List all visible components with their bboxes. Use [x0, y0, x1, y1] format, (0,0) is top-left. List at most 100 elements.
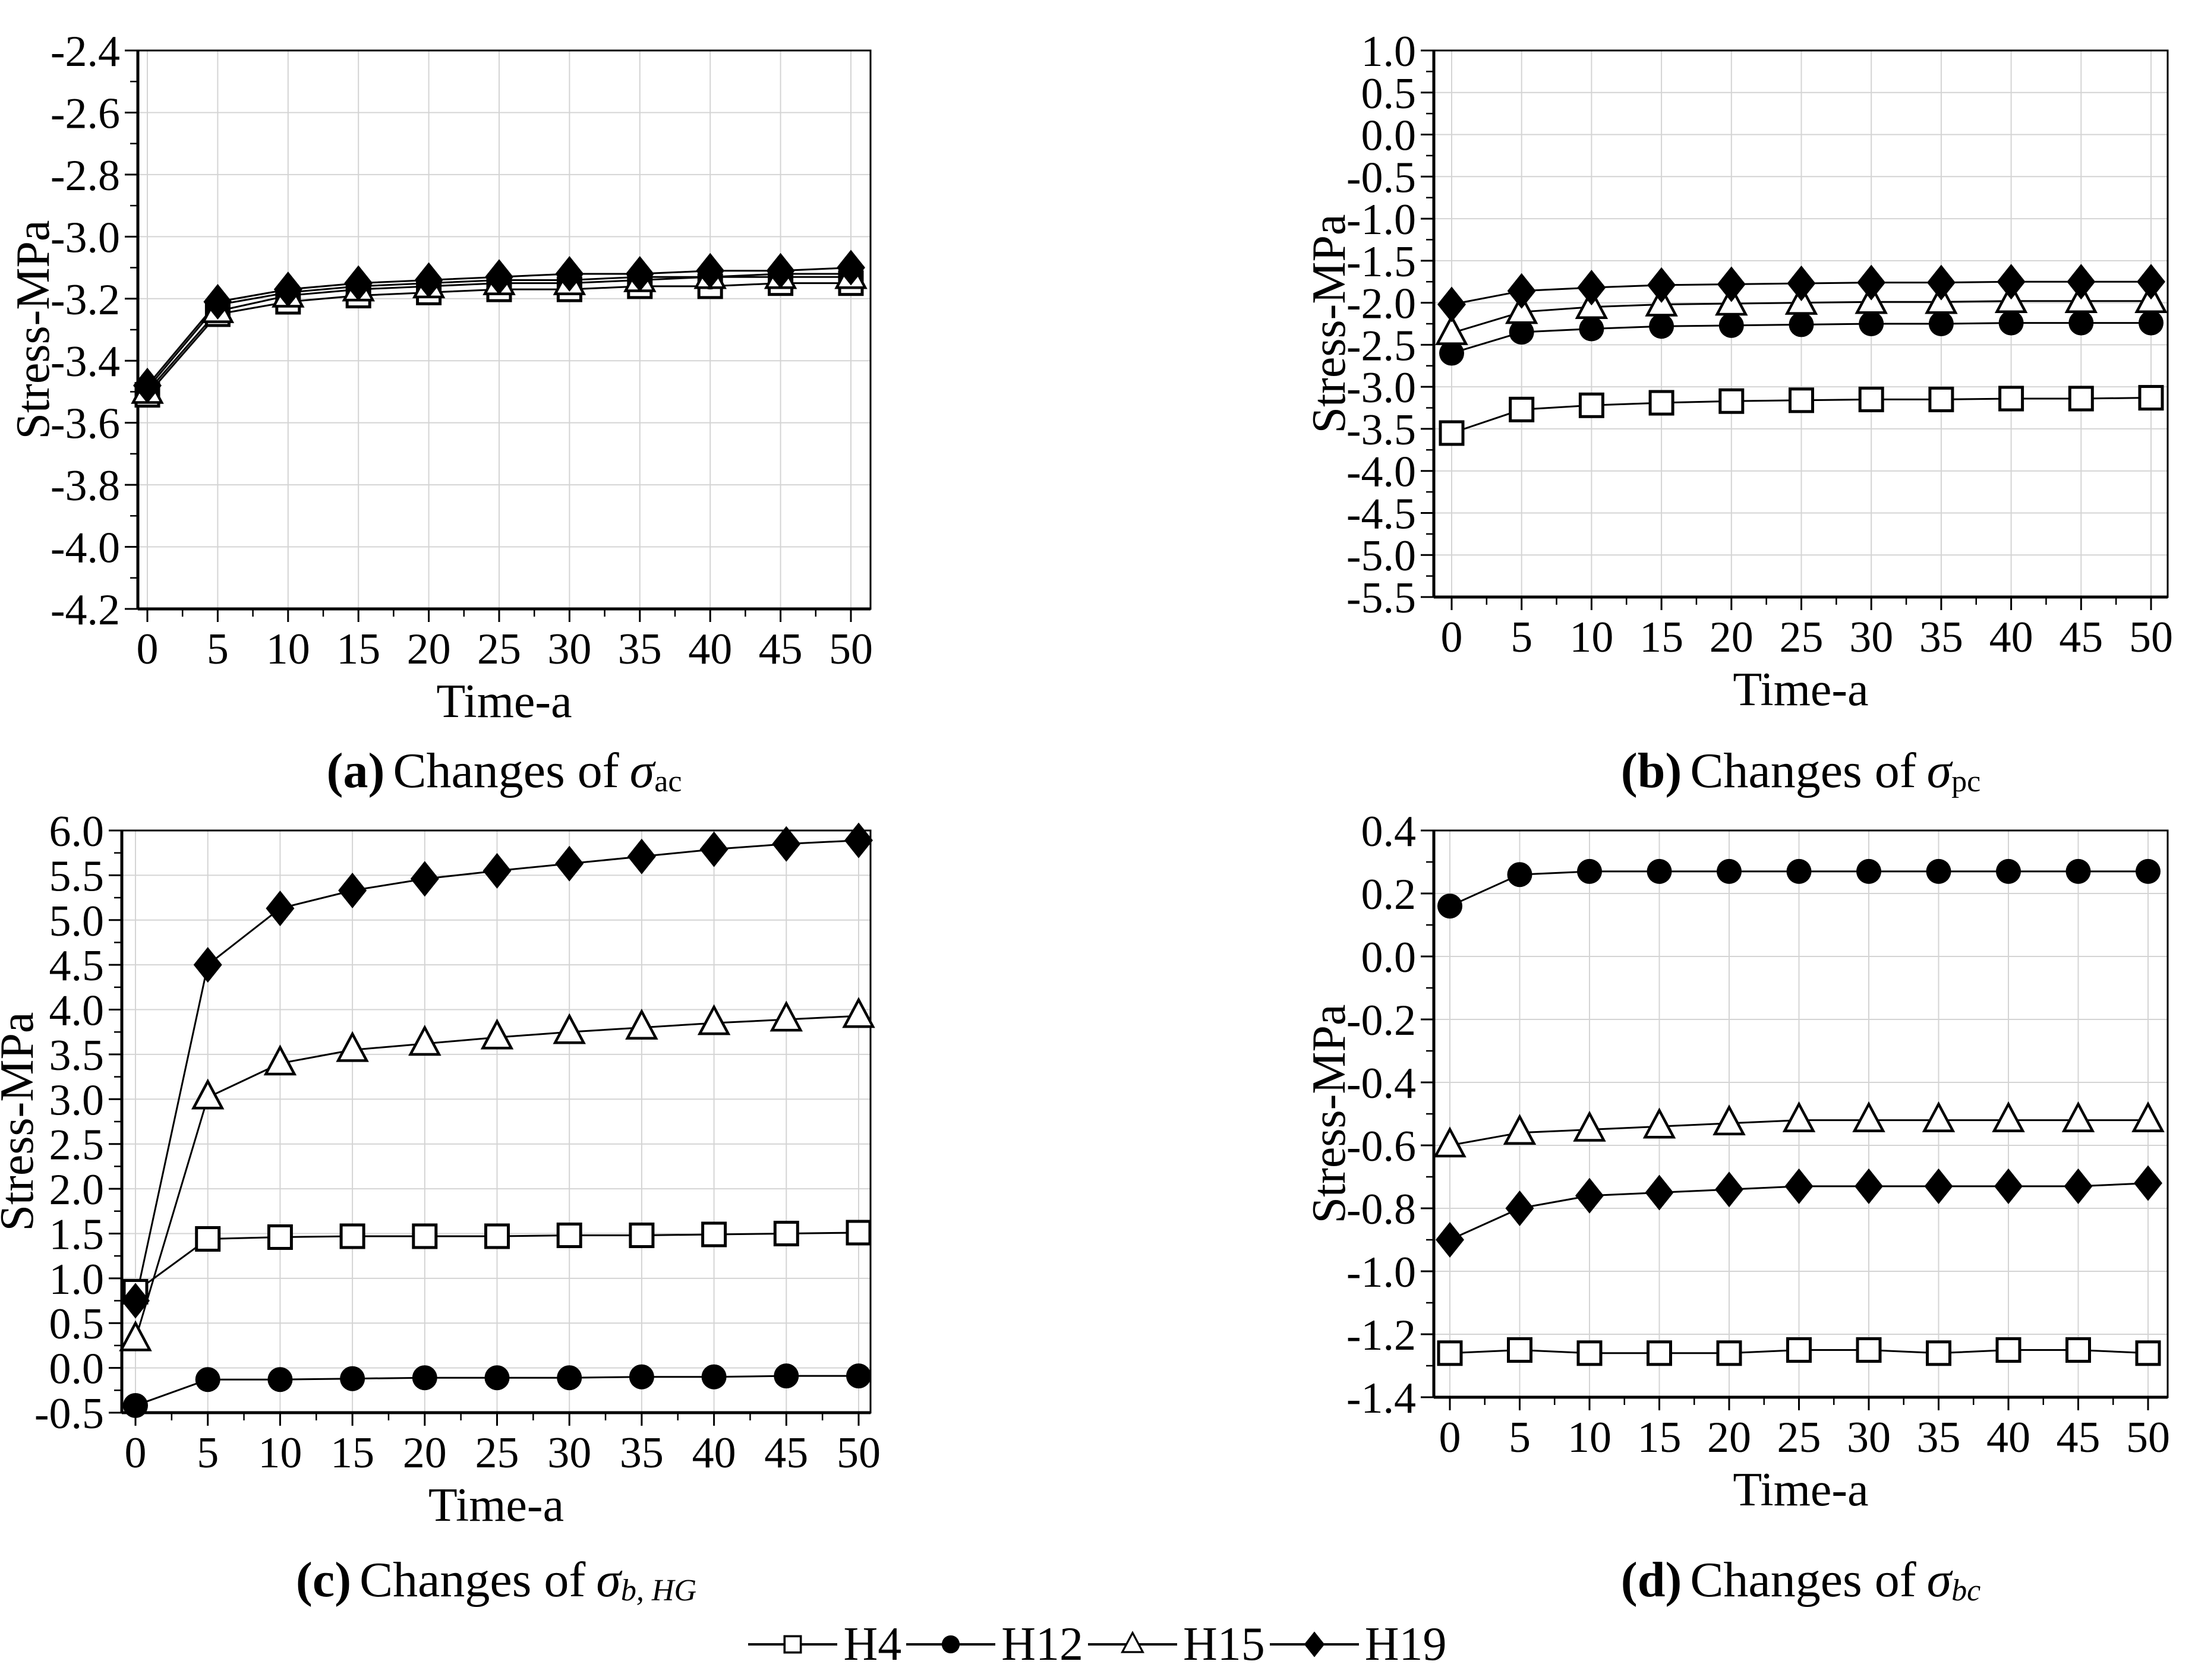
x-tick-label: 15	[330, 1429, 374, 1477]
legend-key-triangle-open	[1088, 1631, 1177, 1653]
marker-square	[1647, 1340, 1672, 1366]
marker-triangle	[1573, 1110, 1606, 1142]
marker-square	[1648, 390, 1674, 416]
caption-c-subscript: b, HG	[620, 1574, 697, 1608]
marker-diamond	[627, 838, 656, 874]
marker-square	[195, 1226, 221, 1252]
y-tick-label: -1.2	[1346, 1311, 1416, 1360]
series-markers-H15	[119, 997, 875, 1351]
marker-square	[773, 1220, 799, 1246]
marker-circle	[629, 1364, 654, 1390]
marker-square	[1789, 387, 1814, 413]
y-tick-label: -2.4	[51, 27, 120, 76]
y-tick-label: -2.5	[1346, 321, 1416, 370]
marker-triangle	[1642, 1107, 1676, 1139]
legend-label: H15	[1183, 1618, 1265, 1670]
marker-square	[1578, 392, 1604, 418]
y-tick-label: 1.0	[49, 1255, 105, 1304]
y-tick-label: -1.0	[1346, 1248, 1416, 1297]
ticks	[125, 49, 852, 622]
marker-diamond	[266, 890, 295, 927]
marker-circle	[1507, 862, 1532, 888]
series-markers-H19	[133, 250, 865, 403]
x-tick-label: 35	[620, 1429, 664, 1477]
y-tick-label: 0.5	[49, 1300, 105, 1349]
y-tick-label: 5.0	[49, 897, 105, 946]
marker-diamond	[273, 271, 302, 308]
marker-diamond	[482, 852, 512, 889]
marker-diamond	[699, 831, 728, 867]
y-tick-label: 1.5	[49, 1210, 105, 1259]
y-tick-label: 1.0	[1361, 27, 1417, 76]
y-tick-label: 3.5	[49, 1031, 105, 1080]
y-tick-label: 2.0	[49, 1166, 105, 1214]
marker-circle	[2139, 310, 2164, 336]
gridlines	[138, 50, 871, 610]
marker-circle	[1647, 858, 1672, 884]
ticks	[109, 829, 860, 1426]
marker-square	[484, 1223, 510, 1249]
series-markers-H4	[1439, 385, 2164, 446]
gridlines	[122, 830, 871, 1413]
x-tick-label: 25	[1777, 1413, 1821, 1462]
series-markers	[131, 250, 868, 408]
marker-circle	[1786, 858, 1812, 884]
y-tick-label: -1.5	[1346, 238, 1416, 286]
x-tick-label: 25	[477, 625, 521, 674]
y-tick-label: -0.6	[1346, 1122, 1416, 1171]
marker-diamond	[121, 1283, 150, 1319]
marker-triangle	[842, 997, 875, 1028]
x-tick-label: 0	[1439, 1413, 1461, 1462]
y-tick-label: 0.0	[49, 1345, 105, 1394]
marker-diamond	[410, 861, 439, 897]
marker-diamond	[1857, 264, 1886, 301]
y-tick-label: 4.5	[49, 942, 105, 990]
caption-c-symbol: σ	[596, 1552, 621, 1608]
marker-diamond	[344, 265, 373, 301]
y-axis-label: Stress-MPa	[1303, 1005, 1355, 1224]
series-markers-H19	[1437, 264, 2165, 323]
marker-square	[339, 1223, 365, 1249]
marker-square	[1718, 388, 1745, 414]
marker-diamond	[1304, 1631, 1325, 1657]
marker-circle	[2065, 858, 2091, 884]
x-tick-label: 5	[197, 1429, 219, 1477]
marker-triangle	[480, 1018, 514, 1050]
series-markers-H15	[1433, 1101, 2165, 1158]
x-axis-label: Time-a	[428, 1479, 564, 1531]
caption-b-subscript: pc	[1951, 765, 1981, 799]
x-tick-label: 50	[2129, 613, 2173, 662]
marker-diamond	[555, 845, 584, 882]
y-tick-label: -0.4	[1346, 1059, 1416, 1108]
marker-diamond	[338, 873, 367, 909]
marker-square	[1998, 386, 2024, 412]
marker-square	[1928, 386, 1954, 412]
marker-triangle	[553, 1013, 586, 1044]
marker-circle	[1439, 340, 1464, 366]
marker-square	[1507, 1337, 1532, 1363]
y-tick-label: -0.5	[1346, 153, 1416, 202]
x-tick-label: 15	[336, 625, 380, 674]
marker-diamond	[2064, 1168, 2093, 1204]
marker-triangle	[336, 1031, 369, 1062]
x-tick-label: 35	[618, 625, 662, 674]
y-tick-label: -5.5	[1346, 574, 1416, 623]
y-tick-label: 0.4	[1361, 807, 1417, 856]
marker-triangle	[1505, 293, 1538, 324]
x-tick-label: 15	[1639, 613, 1683, 662]
marker-square	[1576, 1340, 1603, 1366]
marker-triangle	[1121, 1631, 1144, 1653]
marker-diamond	[133, 368, 162, 403]
marker-triangle	[1852, 1101, 1885, 1132]
marker-diamond	[1577, 270, 1606, 306]
marker-circle	[1928, 311, 1954, 336]
series-markers-H19	[1436, 1165, 2162, 1258]
marker-circle	[701, 1364, 727, 1390]
x-tick-label: 0	[1441, 613, 1463, 662]
marker-diamond	[1924, 1168, 1953, 1204]
y-tick-label: 4.0	[49, 987, 105, 1035]
y-tick-label: -1.4	[1346, 1374, 1416, 1423]
caption-a-symbol: σ	[629, 743, 655, 798]
marker-diamond	[1994, 1168, 2023, 1204]
marker-triangle	[1503, 1114, 1537, 1145]
